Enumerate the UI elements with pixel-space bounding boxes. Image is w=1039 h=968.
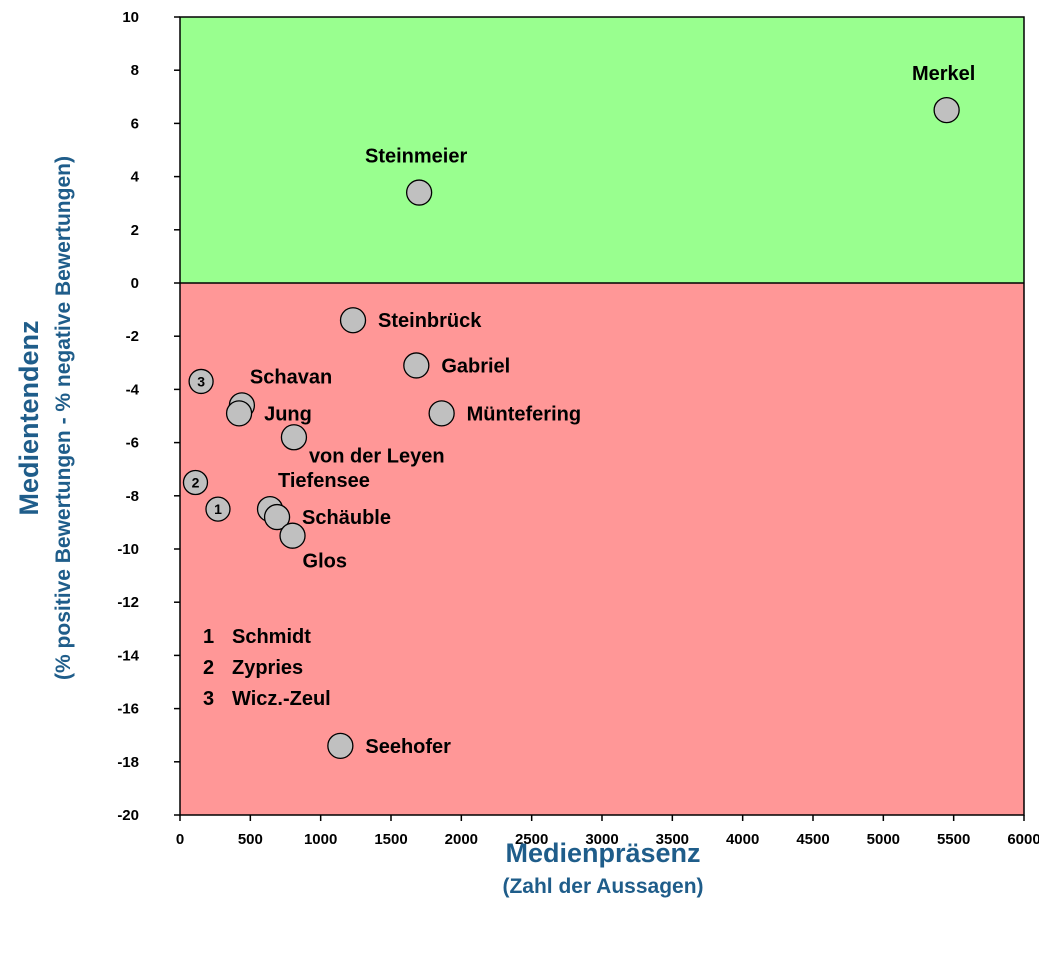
y-axis-title: Medientendenz (14, 320, 44, 515)
y-tick-label: -18 (117, 754, 139, 771)
x-axis-subtitle: (Zahl der Aussagen) (502, 875, 703, 898)
y-axis-subtitle: (% positive Bewertungen - % negative Bew… (52, 156, 75, 680)
y-tick-label: -10 (117, 541, 139, 558)
region-positive (180, 17, 1024, 283)
point-label: Müntefering (467, 403, 581, 425)
point-label: Merkel (912, 63, 975, 85)
x-tick-label: 5000 (867, 831, 900, 848)
y-tick-label: -14 (117, 647, 139, 664)
x-tick-label: 3000 (585, 831, 618, 848)
point-label: Gabriel (441, 355, 510, 377)
data-point: Glos (279, 522, 347, 573)
point-label: von der Leyen (309, 445, 445, 467)
x-tick-label: 6000 (1007, 831, 1039, 848)
data-point: Jung (225, 400, 312, 427)
point-marker (225, 400, 253, 427)
x-tick-label: 1500 (374, 831, 407, 848)
y-tick-label: -20 (117, 807, 139, 824)
point-label: Tiefensee (278, 470, 370, 492)
region-negative (180, 283, 1024, 815)
point-marker (205, 496, 231, 522)
y-tick-label: -16 (117, 701, 139, 718)
y-tick-label: -12 (117, 594, 139, 611)
data-point: Müntefering (428, 400, 581, 427)
data-point: Schäuble (263, 503, 391, 531)
data-point: von der Leyen (280, 424, 445, 467)
point-marker (263, 503, 291, 531)
point-marker (279, 522, 306, 549)
x-tick-label: 0 (176, 831, 184, 848)
y-tick-label: -6 (126, 435, 139, 452)
data-point: Steinmeier (365, 146, 467, 206)
x-axis-title: Medienpräsenz (505, 838, 700, 868)
data-points: Merkel Steinmeier Steinbrück Gabriel Müntefe… (182, 63, 975, 759)
legend-number: 2 (203, 657, 214, 679)
point-label: Steinbrück (378, 310, 482, 332)
point-marker (428, 400, 455, 427)
point-label: Jung (264, 403, 312, 425)
y-tick-label: 8 (131, 62, 139, 79)
data-point: 3 (188, 368, 214, 395)
x-axis: 0 500 1000 1500 2000 2500 3000 3500 4000 4500 5000… (176, 815, 1039, 848)
x-tick-label: 500 (238, 831, 263, 848)
point-marker (403, 352, 430, 379)
legend-name: Wicz.-Zeul (232, 688, 331, 710)
data-point: Seehofer (327, 732, 451, 759)
point-marker (327, 732, 354, 759)
point-number: 3 (197, 373, 205, 389)
x-tick-label: 5500 (937, 831, 970, 848)
point-label: Schäuble (302, 507, 391, 529)
x-tick-label: 3500 (656, 831, 689, 848)
point-label: Seehofer (365, 736, 451, 758)
point-label: Steinmeier (365, 146, 467, 168)
point-number: 1 (214, 501, 222, 517)
point-marker (188, 368, 214, 395)
legend: 1 Schmidt 2 Zypries 3 Wicz.-Zeul (203, 626, 331, 710)
legend-name: Schmidt (232, 626, 311, 648)
y-axis: 10 8 6 4 2 0 -2 -4 -6 -8 -10 -12 -14 -16 -18 -20 (117, 9, 180, 824)
point-label: Glos (303, 551, 347, 573)
y-tick-label: -4 (126, 381, 140, 398)
point-marker (280, 424, 308, 451)
data-point: Gabriel (403, 352, 510, 379)
data-point: Steinbrück (339, 307, 482, 334)
y-tick-label: 2 (131, 222, 139, 239)
x-tick-label: 1000 (304, 831, 337, 848)
point-label: Schavan (250, 366, 332, 388)
y-tick-label: 10 (122, 9, 139, 26)
point-marker (405, 179, 433, 206)
y-tick-label: 6 (131, 115, 139, 132)
regions (180, 17, 1024, 815)
x-tick-label: 2500 (515, 831, 548, 848)
legend-number: 1 (203, 626, 214, 648)
data-point: 2 (182, 469, 209, 496)
legend-name: Zypries (232, 657, 303, 679)
x-tick-label: 2000 (445, 831, 478, 848)
x-tick-label: 4000 (726, 831, 759, 848)
legend-number: 3 (203, 688, 214, 710)
point-marker (182, 469, 209, 496)
y-tick-label: -2 (126, 328, 139, 345)
point-marker (339, 307, 367, 334)
y-tick-label: 4 (131, 169, 140, 186)
point-marker (933, 96, 960, 124)
point-number: 2 (192, 475, 200, 491)
data-point: 1 (205, 496, 231, 522)
x-tick-label: 4500 (796, 831, 829, 848)
data-point: Merkel (912, 63, 975, 124)
y-tick-label: 0 (131, 275, 139, 292)
y-tick-label: -8 (126, 488, 139, 505)
